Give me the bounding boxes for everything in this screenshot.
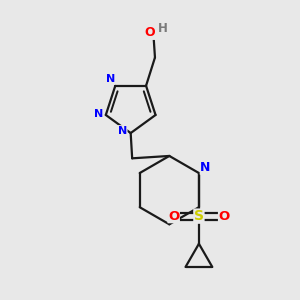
Text: O: O [219, 210, 230, 223]
Text: N: N [118, 126, 127, 136]
Text: S: S [194, 209, 204, 223]
Text: N: N [200, 161, 211, 174]
Text: O: O [168, 210, 179, 223]
Text: O: O [145, 26, 155, 39]
Text: N: N [94, 110, 103, 119]
Text: N: N [106, 74, 115, 84]
Text: H: H [158, 22, 168, 35]
